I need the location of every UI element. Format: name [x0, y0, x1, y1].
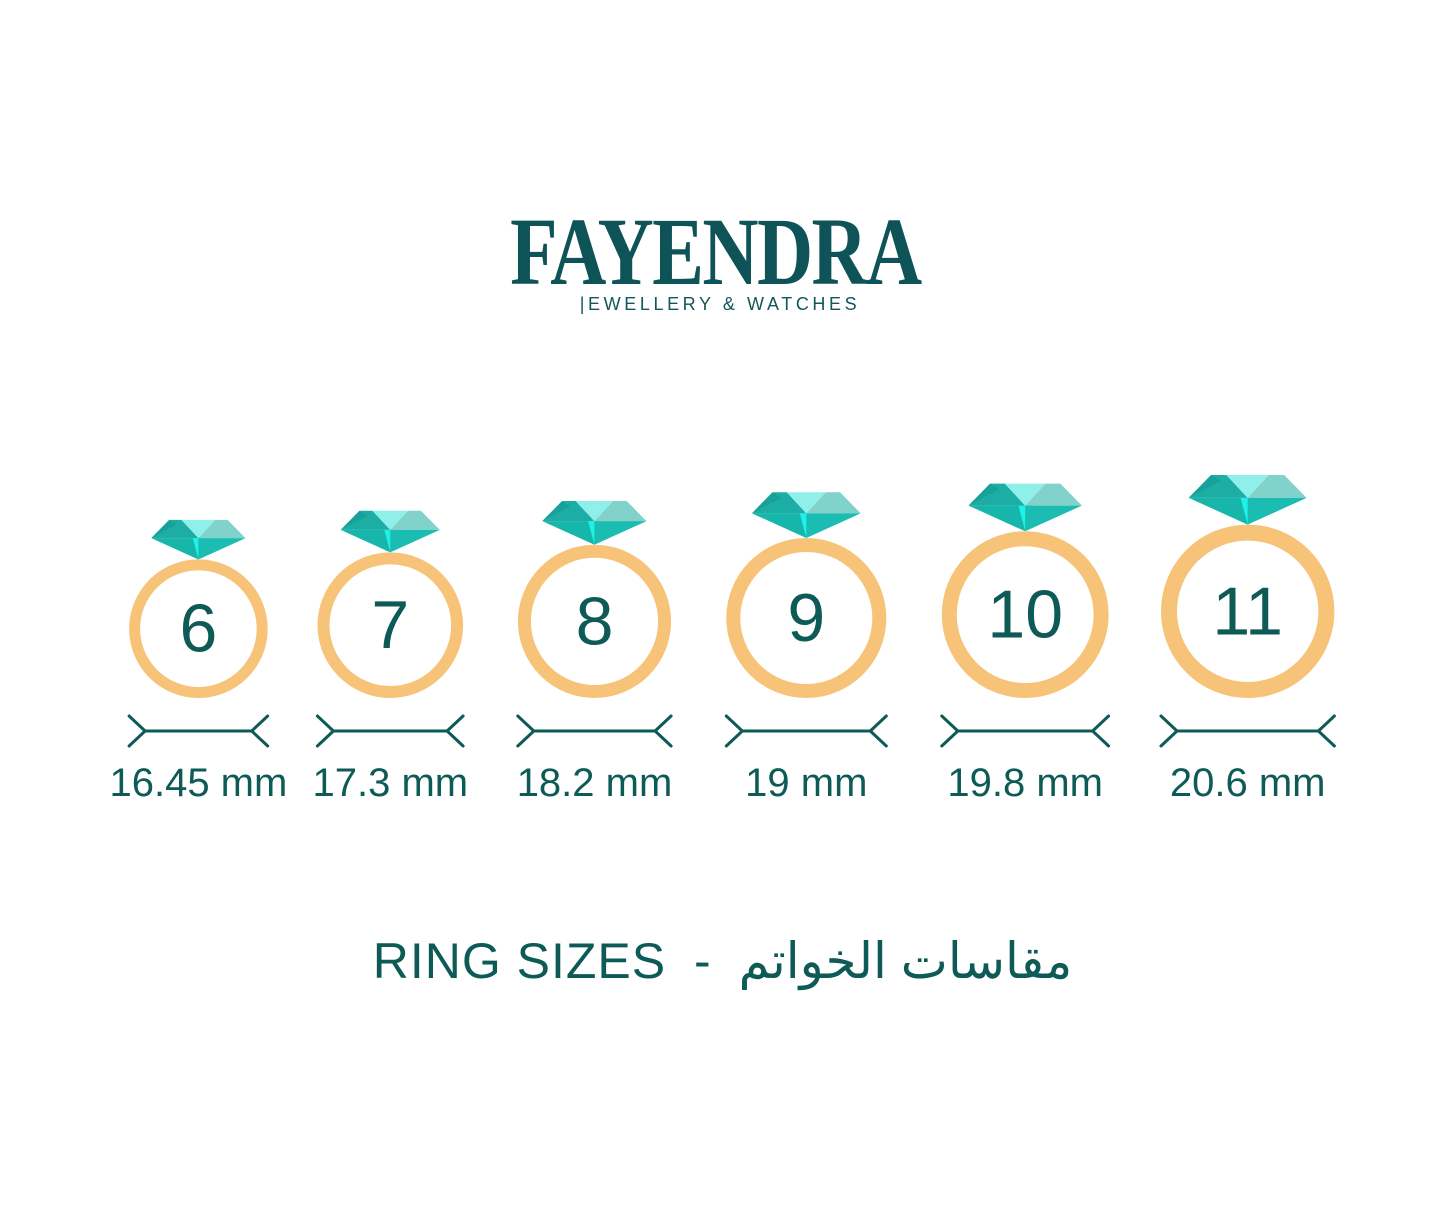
svg-text:11: 11 [1212, 573, 1283, 649]
svg-text:16.45 mm: 16.45 mm [109, 761, 287, 805]
svg-text:6: 6 [179, 591, 217, 667]
svg-text:8: 8 [576, 583, 614, 659]
svg-text:10: 10 [987, 577, 1063, 653]
svg-text:19.8 mm: 19.8 mm [947, 761, 1103, 805]
svg-text:9: 9 [787, 580, 825, 656]
svg-text:18.2 mm: 18.2 mm [517, 761, 673, 805]
svg-text:17.3 mm: 17.3 mm [312, 761, 468, 805]
svg-text:20.6 mm: 20.6 mm [1170, 761, 1326, 805]
svg-text:7: 7 [371, 587, 409, 663]
svg-text:19 mm: 19 mm [745, 761, 867, 805]
